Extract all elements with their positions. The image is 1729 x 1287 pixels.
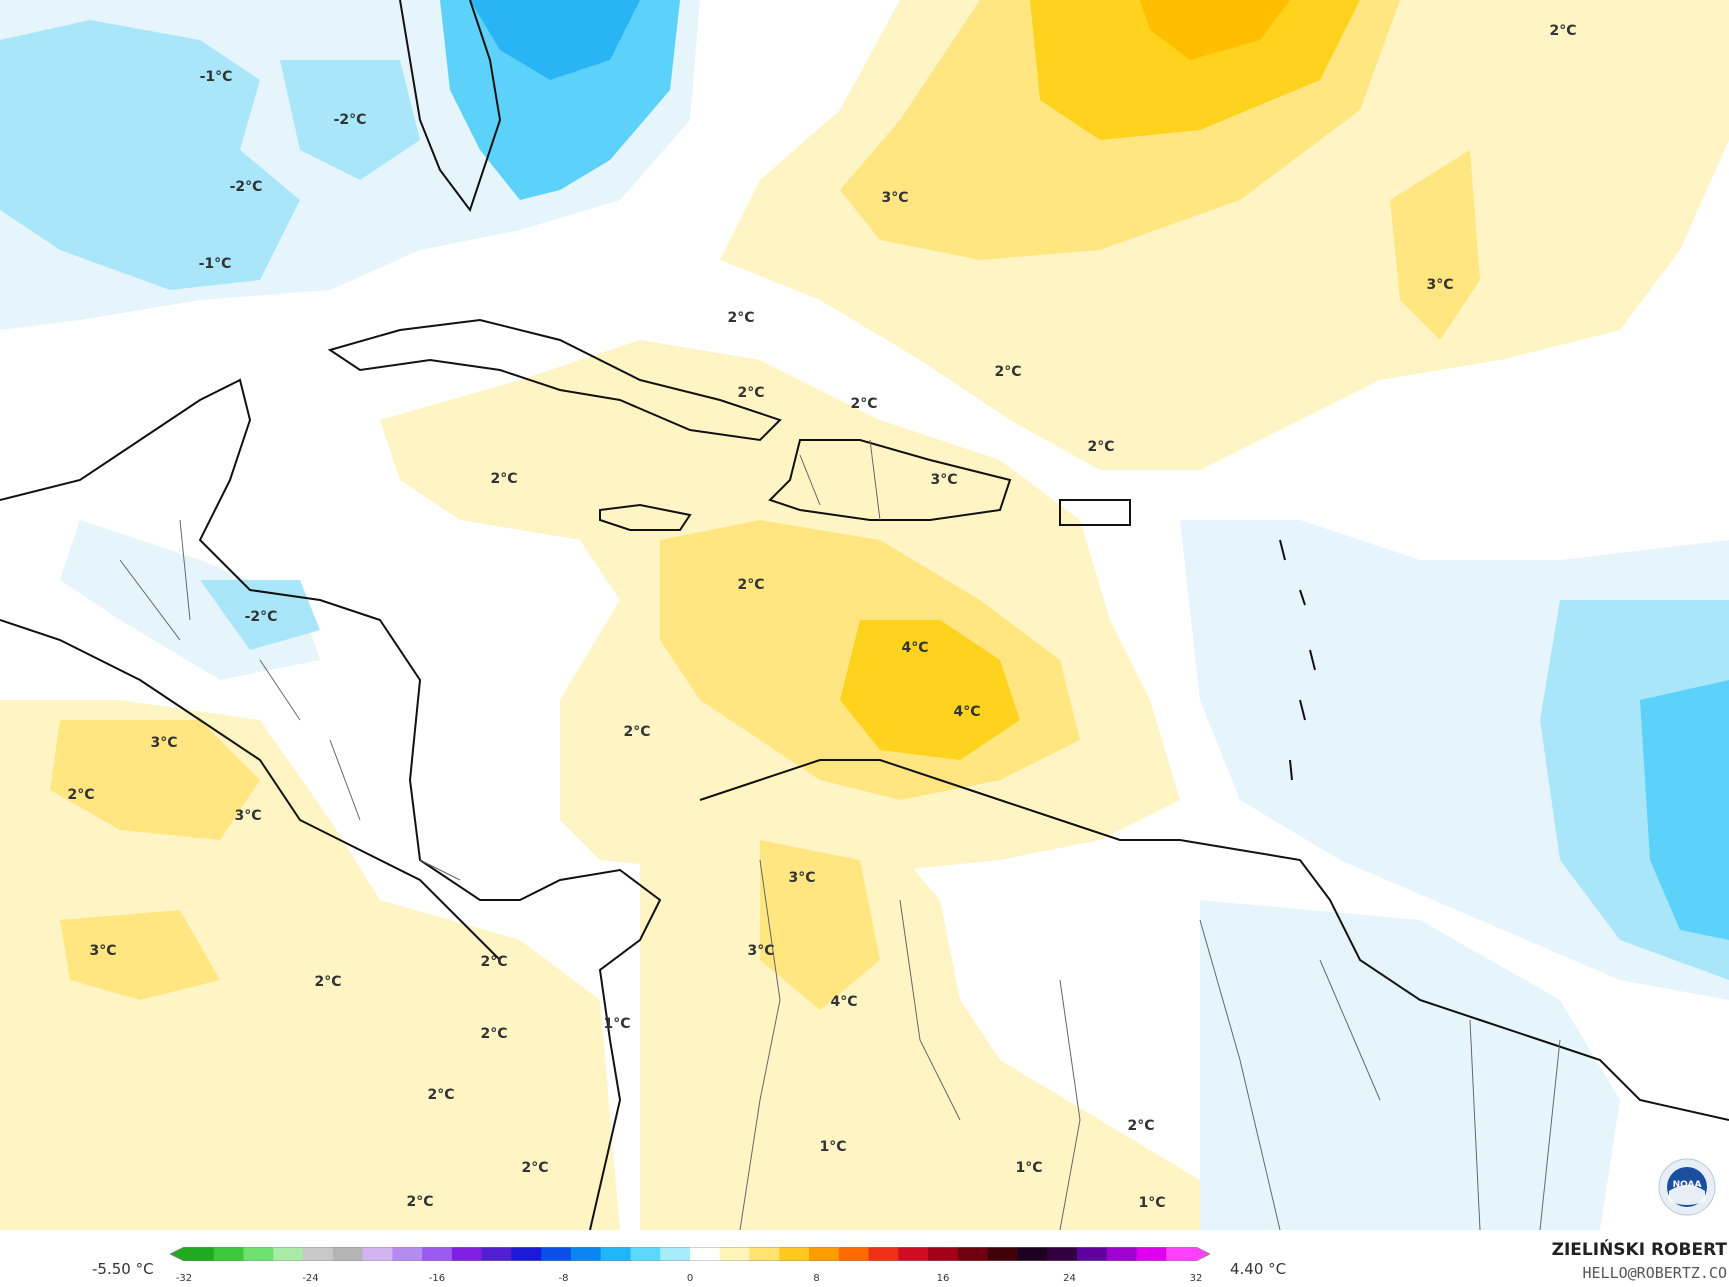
- temperature-label: 1°C: [603, 1016, 631, 1032]
- temperature-label: 3°C: [1426, 277, 1454, 293]
- colorbar-segment: [630, 1247, 661, 1261]
- temperature-label: 2°C: [67, 787, 95, 803]
- colorbar-segment: [719, 1247, 751, 1261]
- colorbar-segment: [957, 1247, 989, 1261]
- colorbar-segment: [184, 1247, 215, 1261]
- colorbar-segment: [809, 1247, 840, 1261]
- colorbar-segment: [362, 1247, 393, 1261]
- temperature-label: 2°C: [737, 385, 765, 401]
- colorbar-tick-label: -8: [558, 1273, 569, 1284]
- author-credit: ZIELIŃSKI ROBERT: [1551, 1240, 1727, 1260]
- temperature-label: 1°C: [819, 1139, 847, 1155]
- colorbar-segment: [1047, 1247, 1078, 1261]
- map-canvas: [0, 0, 1729, 1230]
- temperature-label: 1°C: [1138, 1195, 1166, 1211]
- temperature-label: 2°C: [521, 1160, 549, 1176]
- temperature-label: 3°C: [930, 472, 958, 488]
- temperature-label: 2°C: [994, 364, 1022, 380]
- temperature-label: 2°C: [623, 724, 651, 740]
- temperature-label: 3°C: [89, 943, 117, 959]
- colorbar-tick-label: 32: [1189, 1273, 1203, 1284]
- colorbar-segment: [511, 1247, 542, 1261]
- colorbar-segment: [213, 1247, 245, 1261]
- colorbar-segment: [1166, 1247, 1197, 1261]
- temperature-label: 2°C: [727, 310, 755, 326]
- colorbar-segment: [273, 1247, 304, 1261]
- colorbar-segment: [541, 1247, 572, 1261]
- temperature-label: 2°C: [480, 954, 508, 970]
- temperature-label: -2°C: [244, 609, 278, 625]
- colorbar-segment: [690, 1247, 721, 1261]
- colorbar-segment: [303, 1247, 334, 1261]
- colorbar-segment: [332, 1247, 364, 1261]
- colorbar-tick-label: -32: [175, 1273, 193, 1284]
- temperature-label: 2°C: [480, 1026, 508, 1042]
- temperature-label: 4°C: [953, 704, 981, 720]
- temperature-label: 2°C: [1087, 439, 1115, 455]
- colorbar-segment: [422, 1247, 453, 1261]
- noaa-logo-icon: NOAA: [1658, 1158, 1716, 1216]
- colorbar-segment: [1017, 1247, 1048, 1261]
- colorbar-segment: [838, 1247, 870, 1261]
- colorbar-tick-label: -24: [302, 1273, 319, 1284]
- legend-max-label: 4.40 °C: [1230, 1260, 1287, 1278]
- colorbar-max-arrow: [1196, 1247, 1210, 1261]
- colorbar-segment: [898, 1247, 929, 1261]
- colorbar-tick-label: 16: [936, 1273, 950, 1284]
- colorbar-tick-label: 8: [813, 1273, 820, 1284]
- coastlines: [0, 0, 1729, 1230]
- temperature-label: 2°C: [427, 1087, 455, 1103]
- temperature-label: 3°C: [788, 870, 816, 886]
- colorbar-tick-label: 0: [686, 1273, 694, 1284]
- colorbar-segment: [451, 1247, 483, 1261]
- colorbar-segment: [987, 1247, 1018, 1261]
- colorbar-segment: [1136, 1247, 1167, 1261]
- temperature-label: 2°C: [737, 577, 765, 593]
- legend-colorbar: [170, 1247, 1210, 1261]
- temperature-label: 3°C: [881, 190, 909, 206]
- colorbar-segment: [928, 1247, 959, 1261]
- colorbar-tick-label: 24: [1063, 1273, 1076, 1284]
- colorbar-segment: [481, 1247, 512, 1261]
- noaa-logo-text: NOAA: [1673, 1180, 1702, 1190]
- temperature-label: 3°C: [747, 943, 775, 959]
- temperature-label: 2°C: [314, 974, 342, 990]
- temperature-label: 3°C: [150, 735, 178, 751]
- colorbar-segment: [1076, 1247, 1108, 1261]
- colorbar-tick-label: -16: [428, 1273, 446, 1284]
- temperature-label: 4°C: [901, 640, 929, 656]
- temperature-label: -2°C: [333, 112, 367, 128]
- temperature-label: 2°C: [490, 471, 518, 487]
- country-borders: [119, 439, 1561, 1230]
- temperature-label: 2°C: [406, 1194, 434, 1210]
- legend-min-label: -5.50 °C: [92, 1260, 154, 1278]
- temperature-label: 2°C: [1127, 1118, 1155, 1134]
- temperature-anomaly-map: [0, 0, 1729, 1230]
- temperature-label: 4°C: [830, 994, 858, 1010]
- temperature-label: 2°C: [850, 396, 878, 412]
- colorbar-segment: [392, 1247, 423, 1261]
- colorbar-segment: [749, 1247, 780, 1261]
- anomaly-shading: [0, 0, 1729, 1230]
- colorbar-segment: [600, 1247, 631, 1261]
- colorbar-min-arrow: [170, 1247, 184, 1261]
- temperature-label: 3°C: [234, 808, 262, 824]
- author-email: HELLO@ROBERTZ.CO: [1582, 1264, 1728, 1282]
- temperature-label: -2°C: [229, 179, 263, 195]
- temperature-label: -1°C: [198, 256, 232, 272]
- temperature-label: -1°C: [199, 69, 233, 85]
- temperature-label: 1°C: [1015, 1160, 1043, 1176]
- colorbar-segment: [779, 1247, 810, 1261]
- temperature-label: 2°C: [1549, 23, 1577, 39]
- colorbar-segment: [868, 1247, 899, 1261]
- colorbar-segment: [1106, 1247, 1137, 1261]
- colorbar-segment: [660, 1247, 691, 1261]
- colorbar-segment: [570, 1247, 602, 1261]
- colorbar-segment: [243, 1247, 274, 1261]
